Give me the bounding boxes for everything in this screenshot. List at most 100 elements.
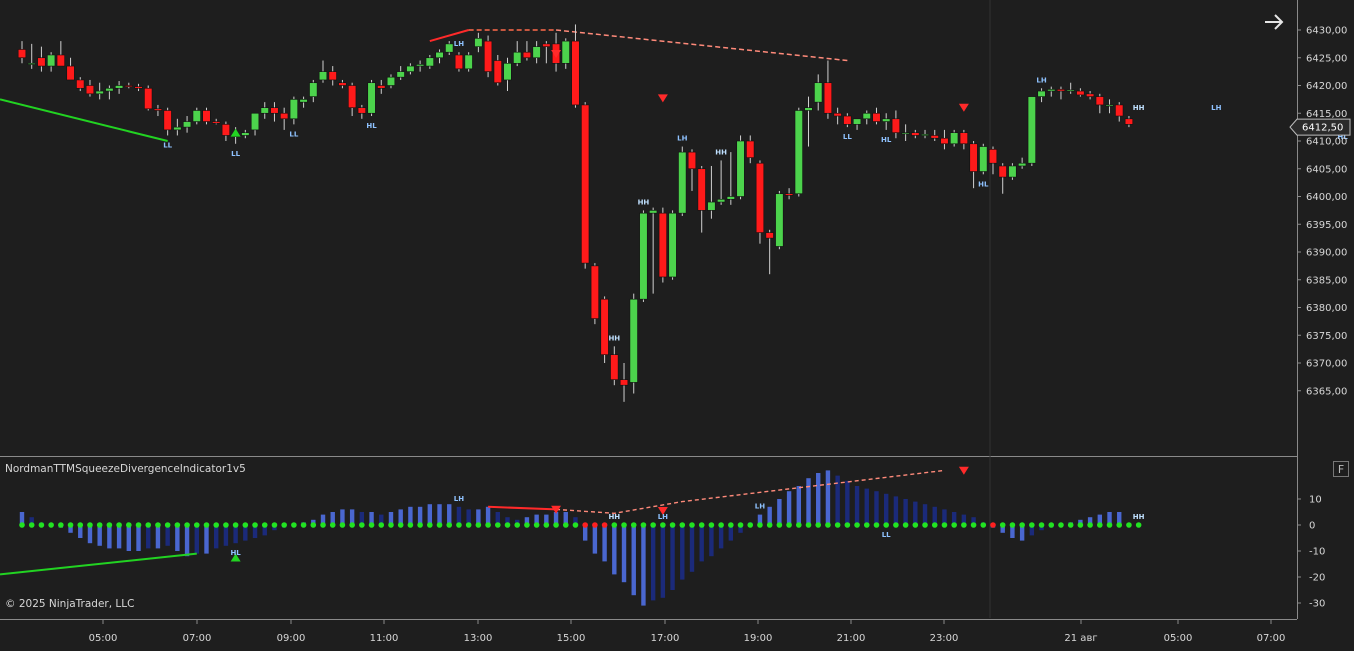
histogram-bar: [330, 512, 335, 525]
candle-up: [386, 76, 396, 86]
price-tick-label: 6380,00: [1306, 303, 1347, 314]
squeeze-off-dot: [427, 522, 433, 528]
squeeze-off-dot: [999, 522, 1006, 528]
candle-up: [318, 71, 328, 81]
candle-down: [911, 132, 920, 136]
candle-down: [1086, 93, 1095, 97]
squeeze-off-dot: [77, 522, 84, 528]
histogram-bar: [204, 525, 209, 554]
candle-up: [396, 71, 405, 78]
histogram-bar: [107, 525, 112, 549]
squeeze-off-dot: [349, 522, 355, 528]
candle-up: [862, 112, 871, 120]
indicator-swing-label: LL: [882, 531, 891, 539]
candle-up: [852, 118, 862, 125]
swing-label: HH: [715, 148, 727, 156]
squeeze-off-dot: [203, 522, 210, 528]
squeeze-off-dot: [368, 522, 375, 528]
candle-down: [581, 104, 590, 264]
candle-up: [1037, 90, 1046, 97]
copyright-text: © 2025 NinjaTrader, LLC: [5, 598, 135, 610]
histogram-bar: [951, 512, 957, 525]
candle-down: [784, 193, 794, 196]
f-button[interactable]: F: [1333, 461, 1349, 477]
candle-down: [930, 135, 939, 139]
time-tick-label: 15:00: [557, 633, 586, 644]
candle-up: [668, 212, 677, 278]
time-tick-label: 23:00: [930, 633, 959, 644]
squeeze-off-dot: [106, 522, 113, 528]
candle-up: [1066, 89, 1075, 92]
histogram-bar: [97, 525, 102, 546]
histogram-bar: [1000, 525, 1005, 533]
candle-down: [493, 60, 502, 84]
candle-down: [765, 232, 774, 239]
squeeze-off-dot: [1048, 522, 1055, 528]
candle-down: [687, 151, 697, 170]
histogram-bar: [767, 506, 772, 525]
time-tick-label: 13:00: [464, 633, 493, 644]
candle-down: [144, 87, 153, 110]
histogram-bar: [621, 525, 627, 583]
squeeze-off-dot: [698, 522, 705, 528]
squeeze-off-dot: [19, 522, 25, 528]
candle-up: [299, 99, 308, 103]
candle-down: [619, 379, 629, 386]
squeeze-off-dot: [193, 522, 200, 528]
squeeze-off-dot: [164, 522, 171, 528]
squeeze-off-dot: [912, 522, 919, 528]
candle-down: [1076, 90, 1085, 96]
candle-down: [328, 71, 337, 81]
squeeze-off-dot: [951, 522, 957, 528]
histogram-bar: [786, 491, 792, 525]
candle-down: [377, 85, 386, 89]
candle-down: [697, 168, 706, 211]
candle-down: [76, 79, 85, 89]
candle-up: [707, 201, 716, 211]
candle-down: [833, 112, 842, 117]
histogram-bar: [349, 509, 355, 525]
histogram-bar: [262, 525, 267, 536]
squeeze-off-dot: [747, 522, 754, 528]
histogram-bar: [913, 501, 918, 525]
histogram-bar: [854, 486, 860, 525]
histogram-bar: [495, 512, 500, 525]
candle-down: [56, 54, 65, 67]
histogram-bar: [922, 504, 928, 525]
indicator-bull-line: [0, 552, 197, 576]
histogram-bar: [544, 514, 549, 525]
arrow-right-icon[interactable]: [1262, 10, 1286, 34]
indicator-bear-arrow: [958, 466, 969, 475]
indicator-tick-label: 0: [1309, 521, 1315, 532]
candle-down: [542, 43, 551, 47]
histogram-bar: [680, 525, 685, 580]
indicator-bear-solid: [488, 505, 557, 511]
histogram-bar: [738, 525, 743, 533]
candle-up: [950, 132, 959, 145]
histogram-bar: [864, 488, 869, 525]
candle-down: [610, 354, 619, 380]
histogram-bar: [1010, 525, 1015, 538]
squeeze-off-dot: [524, 522, 530, 528]
histogram-bar: [718, 525, 724, 549]
price-tick-label: 6390,00: [1306, 248, 1347, 259]
squeeze-off-dot: [883, 522, 889, 528]
candle-down: [571, 40, 580, 106]
squeeze-off-dot: [67, 522, 74, 528]
candle-down: [959, 132, 968, 145]
swing-label: HH: [1133, 104, 1145, 112]
histogram-bar: [78, 525, 83, 538]
squeeze-off-dot: [145, 522, 152, 528]
histogram-bar: [252, 525, 258, 538]
histogram-bar: [825, 470, 831, 525]
squeeze-off-dot: [58, 522, 64, 528]
candle-down: [988, 149, 998, 164]
candle-up: [814, 82, 823, 103]
bear-divergence-dashed: [555, 29, 848, 62]
indicator-tick-label: -20: [1309, 573, 1325, 584]
swing-label: LH: [677, 135, 687, 143]
histogram-bar: [485, 506, 491, 525]
histogram-bar: [582, 525, 588, 541]
